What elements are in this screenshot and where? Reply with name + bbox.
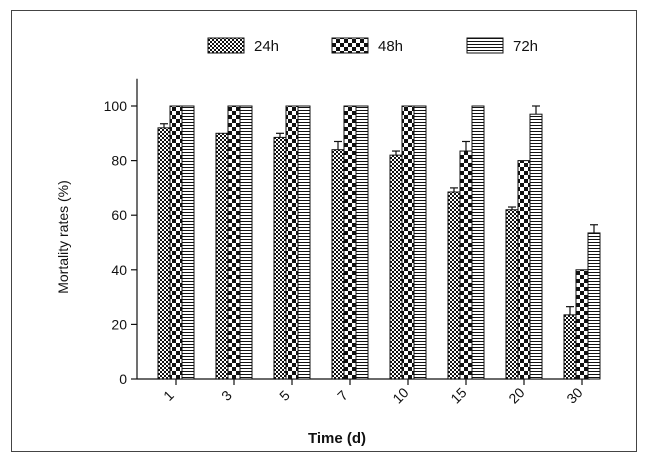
bar-48h-15 <box>459 150 473 380</box>
x-tick-label: 5 <box>276 387 293 404</box>
bar-48h-7 <box>343 105 357 380</box>
bar-24h-20 <box>505 209 519 380</box>
bar-48h-3 <box>227 105 241 380</box>
bar-72h-30 <box>587 232 601 380</box>
bar-48h-30 <box>575 269 589 380</box>
legend-swatch-24h <box>207 37 245 54</box>
x-tick-label: 15 <box>447 384 469 406</box>
legend-label-72h: 72h <box>513 38 538 55</box>
bar-24h-7 <box>331 149 345 380</box>
legend-swatch-48h <box>331 37 369 54</box>
bar-24h-1 <box>157 127 171 380</box>
x-tick-label: 1 <box>160 387 177 404</box>
y-tick-label: 100 <box>104 98 128 114</box>
bar-48h-20 <box>517 160 531 380</box>
bar-48h-5 <box>285 105 299 380</box>
bar-24h-30 <box>563 314 577 380</box>
bar-72h-1 <box>181 105 195 380</box>
bar-24h-5 <box>273 136 287 380</box>
bar-24h-15 <box>447 191 461 380</box>
y-axis-label: Mortality rates (%) <box>55 180 71 294</box>
bar-48h-10 <box>401 105 415 380</box>
legend: 24h 48h 72h <box>207 37 538 55</box>
x-tick-label: 20 <box>505 384 527 406</box>
legend-swatch-72h <box>466 37 504 54</box>
y-tick-label: 20 <box>111 316 127 332</box>
bar-24h-10 <box>389 154 403 380</box>
bar-24h-3 <box>215 132 229 380</box>
bar-72h-20 <box>529 113 543 380</box>
bar-72h-5 <box>297 105 311 380</box>
bar-72h-7 <box>355 105 369 380</box>
chart-frame: 24h 48h 72h 0 20 40 60 80 100 1 3 5 7 10 15 20 30 Morta… <box>11 10 637 452</box>
y-tick-label: 80 <box>111 153 127 169</box>
y-tick-label: 60 <box>111 207 127 223</box>
plot-area: 0 20 40 60 80 100 1 3 5 7 10 15 20 30 <box>104 78 601 407</box>
bar-chart: 24h 48h 72h 0 20 40 60 80 100 1 3 5 7 10 15 20 30 Morta… <box>55 37 601 447</box>
y-tick-label: 40 <box>111 262 127 278</box>
x-tick-label: 30 <box>563 384 585 406</box>
legend-label-24h: 24h <box>254 38 279 55</box>
bar-72h-3 <box>239 105 253 380</box>
x-axis-label: Time (d) <box>308 430 366 447</box>
x-tick-label: 10 <box>389 384 411 406</box>
x-tick-label: 3 <box>218 387 235 404</box>
x-tick-label: 7 <box>334 387 351 404</box>
bar-72h-15 <box>471 105 485 380</box>
y-tick-label: 0 <box>119 371 127 387</box>
bar-72h-10 <box>413 105 427 380</box>
legend-label-48h: 48h <box>378 38 403 55</box>
bar-48h-1 <box>169 105 183 380</box>
